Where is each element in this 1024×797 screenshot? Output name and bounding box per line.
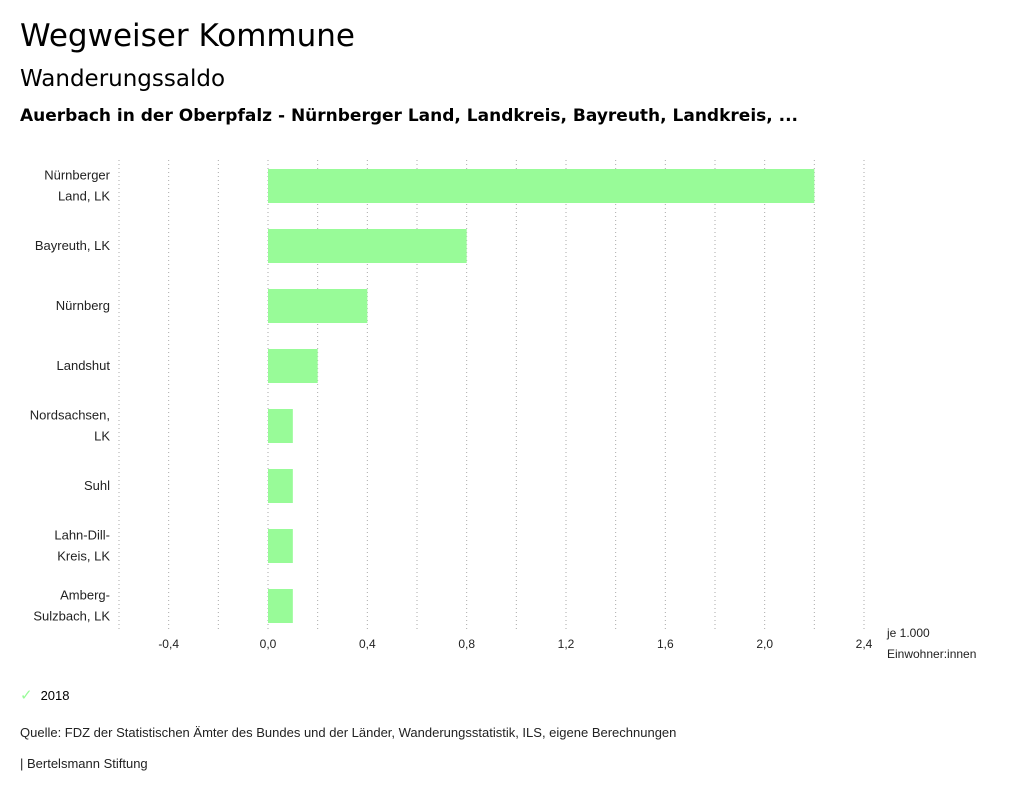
page-title: Wegweiser Kommune <box>20 18 355 54</box>
brand-footer: | Bertelsmann Stiftung <box>20 756 148 771</box>
bar-4[interactable] <box>268 409 293 443</box>
chart-subtitle: Wanderungssaldo <box>20 66 226 92</box>
check-icon: ✓ <box>20 687 33 704</box>
legend-label: 2018 <box>40 687 70 703</box>
x-tick-label: 2,4 <box>856 637 873 651</box>
bar-0[interactable] <box>268 169 815 203</box>
bar-1[interactable] <box>268 229 467 263</box>
category-label: Bayreuth, LK <box>35 238 110 253</box>
category-label: Lahn-Dill-Kreis, LK <box>54 528 110 564</box>
category-label: Nürnberger Land, LK <box>44 168 110 204</box>
x-tick-label: -0,4 <box>158 637 179 651</box>
x-tick-label: 1,2 <box>558 637 575 651</box>
x-axis-unit-label: je 1.000 Einwohner:innen <box>886 626 976 661</box>
category-label: Amberg-Sulzbach, LK <box>33 588 110 624</box>
x-tick-label: 0,0 <box>260 637 277 651</box>
x-tick-label: 2,0 <box>756 637 773 651</box>
category-label: Landshut <box>57 358 111 373</box>
bar-7[interactable] <box>268 589 293 623</box>
category-label: Suhl <box>84 478 110 493</box>
bar-chart: Nürnberger Land, LK Bayreuth, LK Nürnberg La… <box>30 160 976 661</box>
bar-2[interactable] <box>268 289 368 323</box>
bar-3[interactable] <box>268 349 318 383</box>
x-tick-label: 1,6 <box>657 637 674 651</box>
x-tick-label: 0,4 <box>359 637 376 651</box>
category-label: Nürnberg <box>56 298 110 313</box>
source-note: Quelle: FDZ der Statistischen Ämter des … <box>20 725 677 740</box>
bar-5[interactable] <box>268 469 293 503</box>
x-tick-label: 0,8 <box>458 637 475 651</box>
bar-6[interactable] <box>268 529 293 563</box>
legend[interactable]: ✓ 2018 <box>20 686 70 704</box>
region-selection: Auerbach in der Oberpfalz - Nürnberger L… <box>20 106 799 126</box>
category-label: Nordsachsen, LK <box>30 408 111 444</box>
